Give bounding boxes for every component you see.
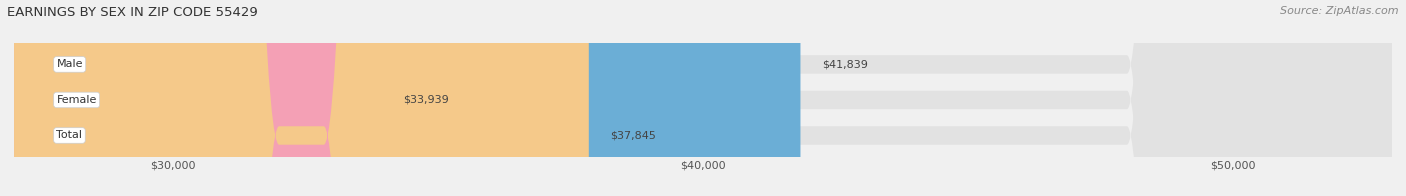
FancyBboxPatch shape bbox=[14, 0, 382, 196]
Text: $33,939: $33,939 bbox=[404, 95, 449, 105]
Text: Total: Total bbox=[56, 131, 83, 141]
Text: EARNINGS BY SEX IN ZIP CODE 55429: EARNINGS BY SEX IN ZIP CODE 55429 bbox=[7, 6, 257, 19]
FancyBboxPatch shape bbox=[14, 0, 1392, 196]
Text: $41,839: $41,839 bbox=[821, 59, 868, 69]
FancyBboxPatch shape bbox=[14, 0, 1392, 196]
FancyBboxPatch shape bbox=[14, 0, 800, 196]
Text: Female: Female bbox=[56, 95, 97, 105]
FancyBboxPatch shape bbox=[14, 0, 1392, 196]
FancyBboxPatch shape bbox=[14, 0, 589, 196]
Text: $37,845: $37,845 bbox=[610, 131, 655, 141]
Text: Source: ZipAtlas.com: Source: ZipAtlas.com bbox=[1281, 6, 1399, 16]
Text: Male: Male bbox=[56, 59, 83, 69]
